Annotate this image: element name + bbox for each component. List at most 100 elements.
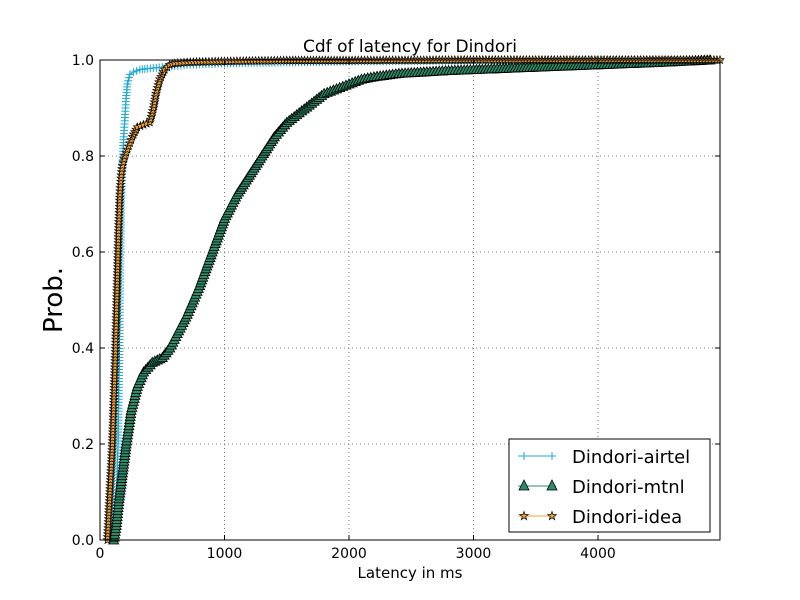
series-dindori-idea-point — [113, 240, 124, 251]
series-dindori-idea-point — [117, 163, 127, 173]
y-tick-label: 0.6 — [72, 245, 94, 261]
series-dindori-idea-point — [116, 170, 127, 180]
series-dindori-idea-point — [106, 462, 117, 473]
series-dindori-idea-point — [113, 234, 124, 245]
series-dindori-idea-point — [105, 486, 115, 497]
series-dindori-idea-point — [113, 243, 123, 254]
series-dindori-idea-point — [106, 450, 117, 461]
series-dindori-idea-point — [109, 376, 120, 387]
series-dindori-idea-point — [107, 438, 118, 449]
series-dindori-idea-point — [112, 291, 122, 302]
series-dindori-idea-point — [108, 415, 119, 425]
series-dindori-idea-point — [109, 388, 119, 398]
series-dindori-idea-point — [115, 186, 125, 196]
legend-label-mtnl: Dindori-mtnl — [572, 477, 685, 498]
series-dindori-idea-point — [108, 409, 119, 419]
series-dindori-idea-point — [111, 312, 122, 323]
y-tick-label: 0.8 — [72, 149, 94, 165]
series-dindori-idea-point — [113, 225, 124, 236]
series-dindori-idea-point — [114, 216, 124, 227]
plot-frame — [99, 59, 721, 541]
series-dindori-idea-point — [110, 358, 120, 369]
series-dindori-idea-point — [113, 219, 124, 230]
x-axis-label: Latency in ms — [358, 564, 463, 582]
series-dindori-idea-point — [109, 373, 120, 384]
series-dindori-idea-point — [109, 379, 120, 390]
series-dindori-idea-point — [115, 189, 125, 199]
series-dindori-idea-point — [113, 249, 123, 260]
series-dindori-idea-point — [108, 424, 118, 434]
series-dindori-idea-point — [103, 516, 114, 527]
series-dindori-idea-point — [111, 315, 122, 326]
series-dindori-idea-point — [113, 231, 124, 242]
series-dindori-idea-point — [108, 421, 118, 431]
series-dindori-idea-point — [110, 346, 121, 356]
series-dindori-idea-point — [104, 504, 114, 515]
series-dindori-idea-point — [110, 340, 121, 350]
series-dindori-idea-point — [111, 325, 121, 335]
series-dindori-idea-point — [108, 412, 119, 422]
series-dindori-idea-point — [109, 391, 119, 401]
series-dindori-idea-point — [112, 255, 123, 266]
series-dindori-idea-point — [106, 453, 117, 464]
series-dindori-idea-point — [105, 474, 116, 485]
y-tick-label: 0.2 — [72, 437, 94, 453]
series-dindori-idea-point — [112, 267, 123, 278]
series-dindori-idea-point — [112, 282, 122, 293]
series-dindori-idea-point — [109, 371, 120, 381]
series-dindori-idea-point — [112, 273, 123, 284]
series-dindori-idea-point — [114, 195, 125, 205]
series-dindori-idea-point — [108, 400, 119, 410]
series-dindori-idea-point — [103, 525, 113, 536]
series-dindori-idea-point — [106, 465, 116, 476]
legend-marker-idea-b — [546, 510, 558, 521]
series-dindori-idea-point — [109, 365, 120, 375]
series-dindori-idea-point — [112, 285, 122, 296]
series-dindori-idea-point — [109, 368, 120, 378]
series-dindori-idea-point — [112, 279, 123, 290]
series-dindori-idea-point — [112, 276, 123, 287]
series-dindori-idea-point — [113, 237, 124, 248]
series-dindori-idea-point — [103, 522, 113, 533]
series-dindori-idea-point — [115, 179, 126, 189]
series-dindori-idea-point — [107, 427, 118, 437]
x-tick-label: 0 — [96, 546, 105, 562]
series-dindori-idea-point — [115, 182, 126, 193]
series-dindori-idea-point — [103, 510, 114, 521]
series-dindori-idea-point — [114, 204, 125, 214]
series-dindori-idea-point — [105, 483, 115, 494]
series-dindori-idea-point — [112, 264, 123, 275]
series-dindori-idea-point — [107, 444, 117, 455]
series-dindori-idea-point — [107, 433, 118, 443]
series-dindori-idea-point — [104, 498, 115, 509]
series-dindori-idea-point — [109, 382, 120, 393]
series-dindori-idea-point — [102, 531, 113, 542]
series-dindori-idea-point — [114, 213, 124, 223]
series-dindori-idea-point — [110, 337, 121, 347]
y-tick-label: 1.0 — [72, 53, 94, 69]
x-tick-label: 1000 — [207, 546, 243, 562]
series-dindori-idea-point — [111, 321, 121, 332]
legend-marker-mtnl-a — [518, 479, 530, 491]
series-dindori-idea-point — [106, 459, 117, 470]
series-dindori-idea-point — [108, 418, 118, 428]
series-dindori-idea-point — [104, 492, 115, 503]
series-dindori-idea-point — [103, 519, 114, 530]
series-dindori-idea-point — [107, 429, 118, 440]
series-dindori-idea-point — [111, 294, 122, 305]
series-dindori-idea-point — [105, 471, 116, 482]
series-dindori-idea-point — [116, 166, 127, 177]
series-dindori-idea-point — [111, 309, 122, 320]
legend-marker-idea-a — [518, 510, 530, 521]
series-dindori-idea-point — [110, 334, 121, 344]
series-dindori-idea-point — [110, 355, 120, 366]
series-dindori-idea-point — [107, 441, 118, 452]
series-dindori-idea-point — [104, 495, 115, 506]
y-tick-label: 0.4 — [72, 341, 94, 357]
series-dindori-idea-point — [109, 385, 120, 395]
series-dindori-idea-point — [114, 198, 125, 208]
series-dindori-idea-point — [112, 270, 123, 281]
legend-label-idea: Dindori-idea — [572, 507, 682, 528]
series-dindori-idea-point — [111, 318, 122, 329]
